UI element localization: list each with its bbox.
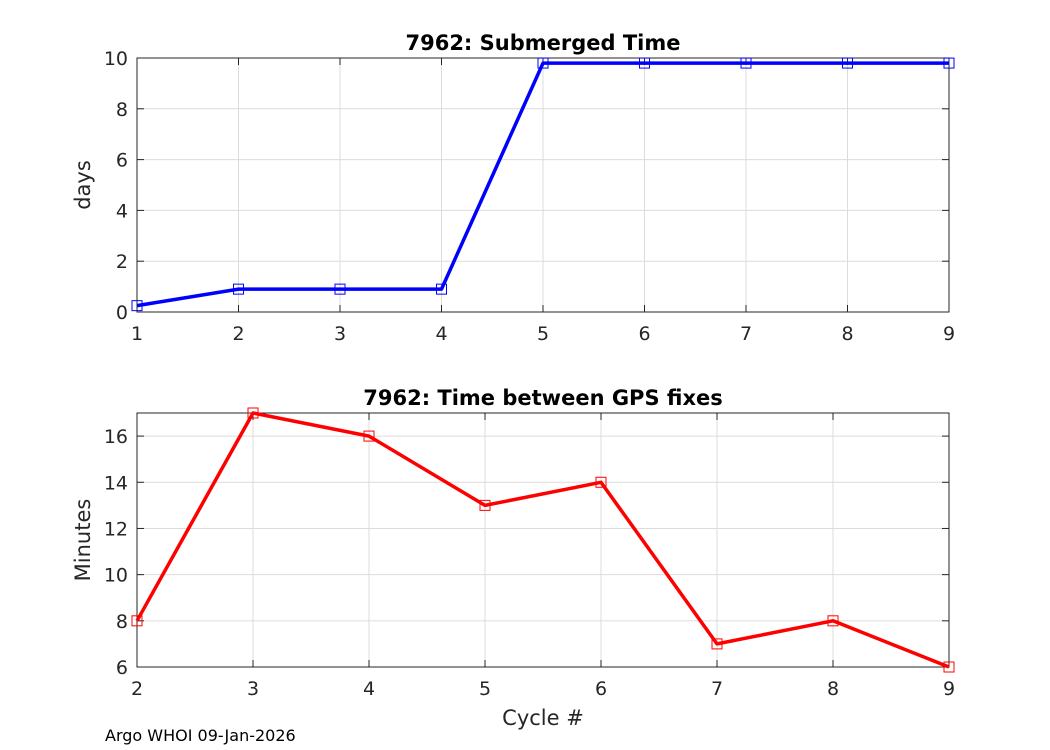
data-point [842, 57, 853, 69]
x-tick-label: 6 [595, 678, 607, 700]
data-point [943, 661, 955, 673]
chart-submerged-time: 1 2 3 4 5 6 7 8 9 0 2 4 6 8 10 7962: Submerged Time days [71, 31, 955, 345]
chart-title: 7962: Submerged Time [405, 31, 680, 55]
x-tick-label: 9 [943, 678, 955, 700]
data-point [740, 57, 752, 69]
x-tick-label: 5 [479, 678, 491, 700]
y-tick-label: 8 [116, 99, 128, 121]
y-axis-label: days [71, 160, 95, 210]
x-tick-label: 3 [334, 323, 346, 345]
x-tick-label: 2 [131, 678, 143, 700]
data-point [131, 300, 143, 312]
y-tick-label: 14 [104, 472, 128, 494]
plot-area [137, 413, 949, 667]
x-tick-label: 3 [247, 678, 259, 700]
data-point [247, 407, 259, 419]
data-point [711, 638, 723, 650]
series-line [136, 61, 949, 308]
y-tick-label: 12 [104, 518, 128, 540]
data-point [943, 57, 955, 69]
data-point [363, 430, 375, 442]
data-point [479, 499, 491, 511]
x-tick-label: 8 [827, 678, 839, 700]
y-tick-label: 16 [104, 426, 128, 448]
data-point [233, 283, 244, 295]
data-point [537, 57, 549, 69]
x-tick-label: 2 [232, 323, 244, 345]
x-tick-label: 7 [740, 323, 752, 345]
x-tick-label: 8 [841, 323, 853, 345]
y-tick-label: 10 [104, 565, 128, 587]
data-point [131, 615, 143, 627]
y-tick-label: 4 [116, 200, 128, 222]
footer-text: Argo WHOI 09-Jan-2026 [105, 726, 296, 745]
x-tick-label: 5 [537, 323, 549, 345]
data-point [827, 615, 839, 627]
y-tick-label: 10 [104, 48, 128, 70]
data-point [595, 476, 607, 488]
x-tick-label: 4 [363, 678, 375, 700]
data-point [334, 283, 346, 295]
x-tick-label: 4 [435, 323, 447, 345]
y-tick-label: 6 [116, 657, 128, 679]
axes-frame [136, 412, 950, 668]
series-line [135, 411, 950, 669]
chart-title: 7962: Time between GPS fixes [363, 386, 723, 410]
y-axis-label: Minutes [71, 499, 95, 582]
x-tick-label: 1 [131, 323, 143, 345]
y-tick-label: 2 [116, 251, 128, 273]
y-tick-label: 6 [116, 150, 128, 172]
x-tick-label: 9 [943, 323, 955, 345]
y-tick-label: 0 [116, 302, 128, 324]
data-point [436, 283, 447, 295]
chart-gps-fix-time: 2 3 4 5 6 7 8 9 6 8 10 12 14 16 7962: Time between GPS… [71, 386, 955, 730]
data-point [639, 57, 650, 69]
y-tick-label: 8 [116, 611, 128, 633]
x-tick-label: 7 [711, 678, 723, 700]
x-axis-label: Cycle # [502, 706, 584, 730]
x-tick-label: 6 [638, 323, 650, 345]
